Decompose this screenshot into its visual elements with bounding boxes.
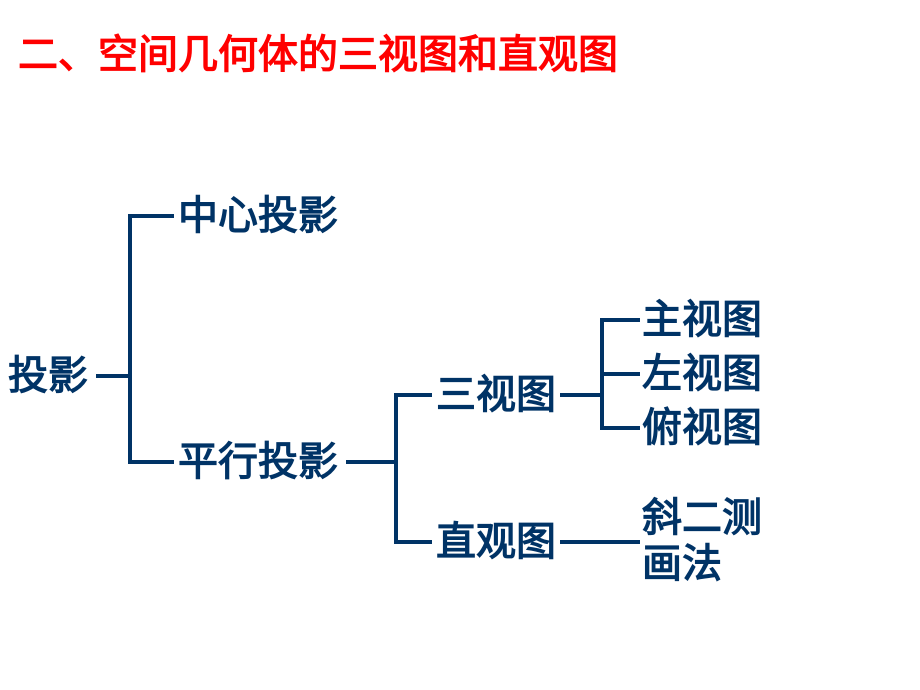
node-front: 主视图 [642, 298, 762, 342]
node-parallel: 平行投影 [178, 440, 338, 484]
node-center: 中心投影 [178, 194, 338, 238]
page-title: 二、空间几何体的三视图和直观图 [18, 22, 618, 80]
node-method: 斜二测画法 [642, 495, 762, 587]
node-three: 三视图 [436, 373, 556, 417]
tree-connectors [0, 0, 920, 690]
node-left: 左视图 [642, 352, 762, 396]
node-oblique: 直观图 [436, 520, 556, 564]
node-root: 投影 [8, 354, 88, 398]
node-top: 俯视图 [642, 406, 762, 450]
